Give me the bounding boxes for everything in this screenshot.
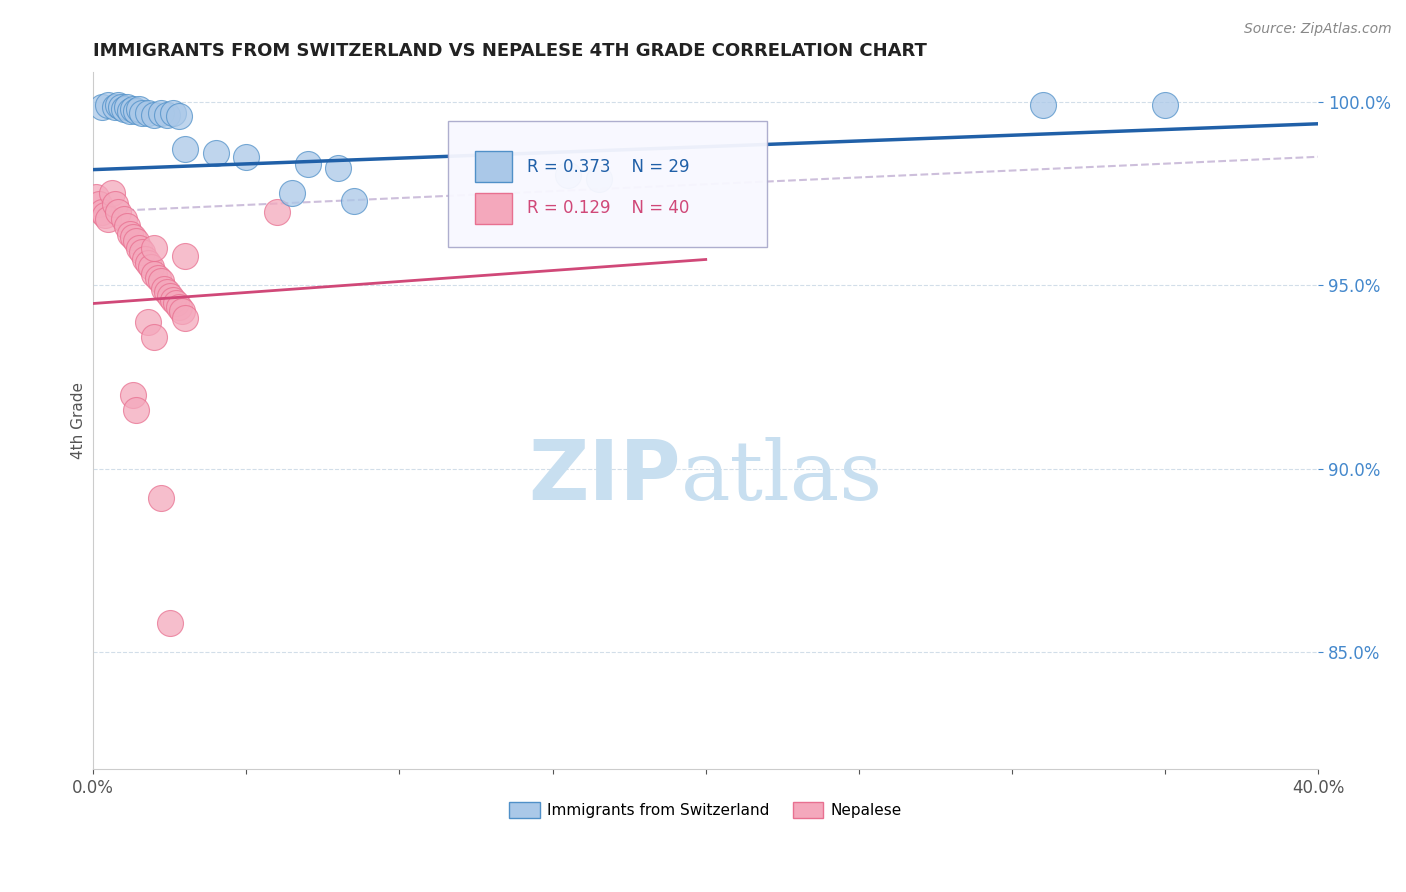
- Point: [159, 615, 181, 630]
- Point: [235, 150, 257, 164]
- Point: [143, 267, 166, 281]
- FancyBboxPatch shape: [475, 151, 512, 182]
- Point: [204, 146, 226, 161]
- Point: [141, 260, 163, 274]
- Point: [143, 107, 166, 121]
- Point: [167, 110, 190, 124]
- Point: [97, 98, 120, 112]
- Point: [122, 388, 145, 402]
- Point: [122, 102, 145, 116]
- Point: [1154, 98, 1177, 112]
- Point: [152, 282, 174, 296]
- Point: [174, 143, 197, 157]
- Point: [110, 100, 132, 114]
- Point: [297, 157, 319, 171]
- Point: [156, 285, 179, 300]
- Text: ZIP: ZIP: [529, 436, 682, 517]
- Point: [136, 105, 159, 120]
- Point: [165, 296, 187, 310]
- Point: [143, 242, 166, 256]
- Point: [131, 245, 153, 260]
- Point: [97, 212, 120, 227]
- Point: [115, 100, 138, 114]
- Point: [107, 98, 129, 112]
- Point: [588, 171, 610, 186]
- Text: R = 0.129    N = 40: R = 0.129 N = 40: [527, 199, 689, 218]
- Point: [91, 204, 114, 219]
- Point: [125, 402, 148, 417]
- Text: atlas: atlas: [682, 436, 883, 516]
- Point: [156, 107, 179, 121]
- Point: [112, 102, 135, 116]
- Point: [557, 168, 579, 182]
- Point: [149, 105, 172, 120]
- Text: Source: ZipAtlas.com: Source: ZipAtlas.com: [1244, 22, 1392, 37]
- Point: [94, 209, 117, 223]
- Text: IMMIGRANTS FROM SWITZERLAND VS NEPALESE 4TH GRADE CORRELATION CHART: IMMIGRANTS FROM SWITZERLAND VS NEPALESE …: [93, 42, 927, 60]
- Point: [118, 227, 141, 241]
- Point: [125, 234, 148, 248]
- FancyBboxPatch shape: [449, 121, 768, 247]
- Point: [281, 186, 304, 201]
- Point: [136, 315, 159, 329]
- Point: [128, 102, 150, 116]
- Point: [122, 230, 145, 244]
- Point: [162, 293, 184, 307]
- Point: [118, 103, 141, 118]
- Point: [146, 270, 169, 285]
- Point: [115, 219, 138, 234]
- Point: [136, 256, 159, 270]
- FancyBboxPatch shape: [475, 193, 512, 224]
- Point: [1032, 98, 1054, 112]
- Point: [143, 329, 166, 343]
- Point: [149, 491, 172, 505]
- Point: [266, 204, 288, 219]
- Point: [342, 194, 364, 208]
- Legend: Immigrants from Switzerland, Nepalese: Immigrants from Switzerland, Nepalese: [503, 797, 908, 824]
- Point: [128, 242, 150, 256]
- Point: [174, 249, 197, 263]
- Point: [104, 197, 127, 211]
- Point: [112, 212, 135, 227]
- Text: R = 0.373    N = 29: R = 0.373 N = 29: [527, 158, 689, 176]
- Point: [131, 105, 153, 120]
- Point: [170, 303, 193, 318]
- Point: [104, 100, 127, 114]
- Point: [167, 300, 190, 314]
- Point: [125, 103, 148, 118]
- Point: [328, 161, 350, 175]
- Point: [174, 311, 197, 326]
- Y-axis label: 4th Grade: 4th Grade: [72, 383, 86, 459]
- Point: [100, 186, 122, 201]
- Point: [149, 275, 172, 289]
- Point: [84, 190, 107, 204]
- Point: [91, 100, 114, 114]
- Point: [134, 252, 156, 267]
- Point: [107, 204, 129, 219]
- Point: [159, 289, 181, 303]
- Point: [89, 197, 111, 211]
- Point: [162, 105, 184, 120]
